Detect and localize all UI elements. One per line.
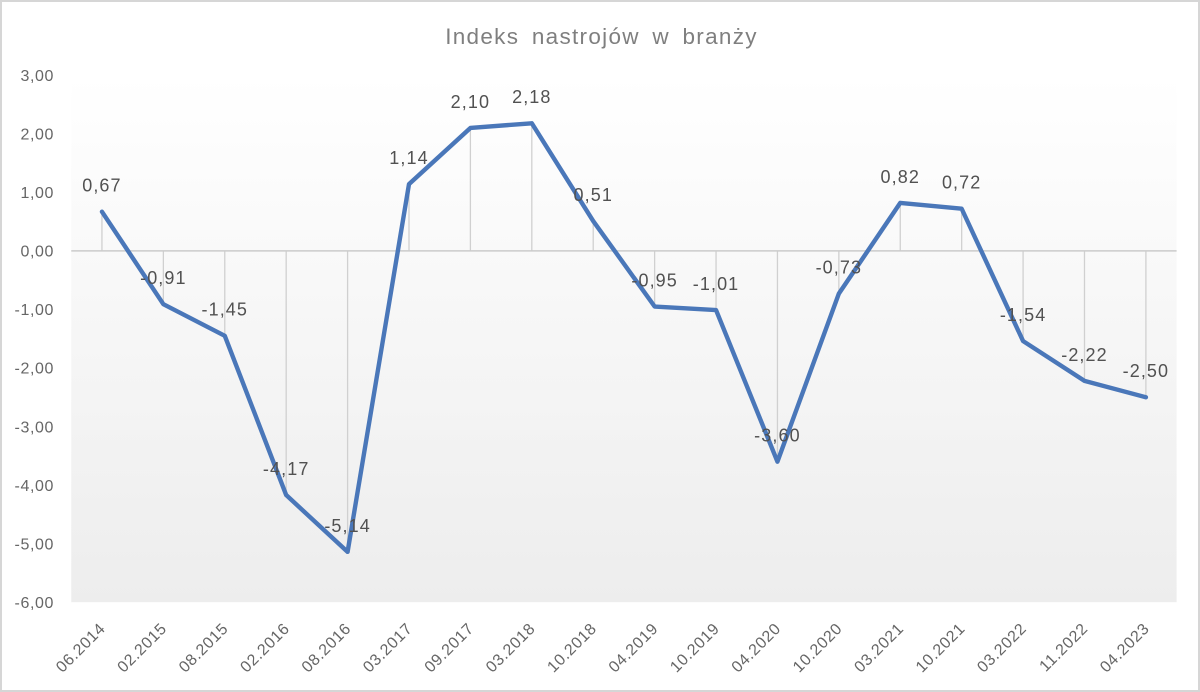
svg-text:-1,45: -1,45 bbox=[202, 300, 249, 320]
svg-text:11.2022: 11.2022 bbox=[1037, 620, 1092, 675]
svg-text:04.2020: 04.2020 bbox=[729, 620, 785, 676]
svg-text:-0,73: -0,73 bbox=[816, 258, 863, 278]
svg-text:09.2017: 09.2017 bbox=[422, 620, 478, 676]
svg-text:10.2018: 10.2018 bbox=[544, 620, 600, 676]
svg-text:2,10: 2,10 bbox=[451, 92, 490, 112]
svg-text:06.2014: 06.2014 bbox=[53, 620, 109, 676]
svg-text:0,51: 0,51 bbox=[574, 185, 613, 205]
svg-text:10.2021: 10.2021 bbox=[913, 620, 969, 676]
svg-text:04.2019: 04.2019 bbox=[606, 620, 662, 676]
svg-text:03.2021: 03.2021 bbox=[851, 620, 907, 676]
svg-text:-2,50: -2,50 bbox=[1123, 361, 1170, 381]
svg-text:03.2017: 03.2017 bbox=[360, 620, 416, 676]
svg-text:Indeks nastrojów w branży: Indeks nastrojów w branży bbox=[445, 24, 758, 49]
svg-text:03.2022: 03.2022 bbox=[974, 620, 1030, 676]
svg-text:03.2018: 03.2018 bbox=[483, 620, 539, 676]
svg-text:-0,91: -0,91 bbox=[140, 268, 187, 288]
svg-text:-5,00: -5,00 bbox=[15, 536, 54, 553]
svg-text:0,72: 0,72 bbox=[942, 173, 981, 193]
svg-text:04.2023: 04.2023 bbox=[1097, 620, 1153, 676]
svg-text:0,82: 0,82 bbox=[881, 167, 920, 187]
svg-text:08.2015: 08.2015 bbox=[176, 620, 232, 676]
svg-text:02.2016: 02.2016 bbox=[237, 620, 293, 676]
svg-text:02.2015: 02.2015 bbox=[115, 620, 171, 676]
svg-text:-1,00: -1,00 bbox=[15, 302, 54, 319]
svg-text:0,00: 0,00 bbox=[20, 244, 54, 261]
svg-text:-4,00: -4,00 bbox=[15, 478, 54, 495]
svg-text:-3,60: -3,60 bbox=[754, 426, 801, 446]
svg-text:1,00: 1,00 bbox=[20, 185, 54, 202]
svg-text:3,00: 3,00 bbox=[20, 68, 54, 85]
svg-text:-3,00: -3,00 bbox=[15, 419, 54, 436]
svg-text:-2,00: -2,00 bbox=[15, 361, 54, 378]
svg-text:-2,22: -2,22 bbox=[1061, 345, 1108, 365]
svg-text:-1,54: -1,54 bbox=[1000, 305, 1047, 325]
svg-text:-0,95: -0,95 bbox=[631, 270, 678, 290]
svg-text:1,14: 1,14 bbox=[389, 148, 428, 168]
svg-text:2,18: 2,18 bbox=[512, 87, 551, 107]
svg-text:-1,01: -1,01 bbox=[693, 274, 740, 294]
svg-text:2,00: 2,00 bbox=[20, 127, 54, 144]
svg-text:08.2016: 08.2016 bbox=[299, 620, 355, 676]
svg-text:-4,17: -4,17 bbox=[263, 459, 310, 479]
svg-text:-5,14: -5,14 bbox=[324, 516, 371, 536]
svg-text:0,67: 0,67 bbox=[82, 176, 121, 196]
svg-text:-6,00: -6,00 bbox=[15, 595, 54, 612]
svg-text:10.2020: 10.2020 bbox=[790, 620, 846, 676]
svg-text:10.2019: 10.2019 bbox=[667, 620, 723, 676]
